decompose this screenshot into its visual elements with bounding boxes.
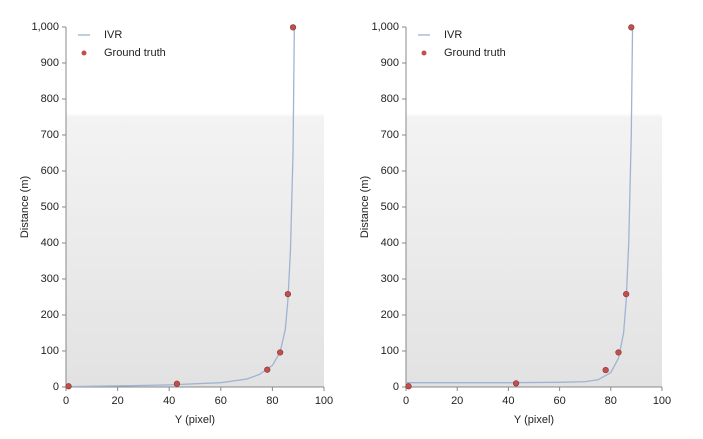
y-tick-label: 900: [41, 57, 59, 69]
y-tick-label: 1,000: [371, 21, 399, 33]
y-tick-label: 100: [41, 345, 59, 357]
y-tick-label: 600: [381, 165, 399, 177]
y-tick-label: 700: [41, 129, 59, 141]
ivr-line: [65, 26, 295, 388]
x-tick-label: 0: [63, 395, 69, 407]
y-tick-label: 200: [41, 309, 59, 321]
x-axis-label: Y (pixel): [514, 414, 554, 426]
y-tick-label: 400: [41, 237, 59, 249]
y-tick-label: 900: [381, 57, 399, 69]
y-tick-label: 700: [381, 129, 399, 141]
legend-label: IVR: [444, 29, 462, 41]
y-tick-label: 1,000: [31, 21, 59, 33]
y-tick-label: 500: [381, 201, 399, 213]
plot-area: [406, 27, 662, 387]
ground-truth-point: [602, 366, 609, 374]
x-axis-label: Y (pixel): [175, 414, 215, 426]
x-tick-label: 100: [653, 395, 671, 407]
x-tick-label: 100: [315, 395, 333, 407]
ground-truth-point: [65, 383, 72, 390]
y-tick-label: 800: [41, 93, 59, 105]
x-tick-label: 60: [215, 395, 227, 407]
y-tick-label: 0: [53, 381, 59, 393]
ground-truth-point: [512, 380, 520, 387]
y-tick-label: 100: [381, 345, 399, 357]
y-tick-label: 0: [393, 381, 399, 393]
y-tick-label: 300: [41, 273, 59, 285]
x-tick-label: 40: [163, 395, 175, 407]
ground-truth-point: [623, 291, 630, 298]
y-tick-label: 600: [41, 165, 59, 177]
ground-truth-point: [615, 349, 622, 356]
x-tick-label: 20: [451, 395, 463, 407]
y-tick-label: 400: [381, 237, 399, 249]
x-tick-label: 60: [553, 395, 565, 407]
legend-label: Ground truth: [104, 47, 166, 59]
y-tick-label: 200: [381, 309, 399, 321]
ground-truth-point: [173, 380, 181, 387]
ground-truth-point: [284, 291, 291, 298]
ground-truth-point: [289, 24, 297, 31]
y-tick-label: 500: [41, 201, 59, 213]
x-tick-label: 0: [403, 395, 409, 407]
y-axis-label: Distance (m): [359, 176, 371, 238]
plot-area: [66, 27, 324, 387]
x-tick-label: 80: [605, 395, 617, 407]
y-axis-label: Distance (m): [19, 176, 31, 238]
x-tick-label: 80: [266, 395, 278, 407]
legend-label: Ground truth: [444, 47, 506, 59]
legend-label: IVR: [104, 29, 122, 41]
ground-truth-point: [264, 366, 271, 373]
y-tick-label: 300: [381, 273, 399, 285]
ground-truth-point: [405, 383, 412, 390]
ground-truth-point: [628, 24, 635, 31]
y-tick-label: 800: [381, 93, 399, 105]
x-tick-label: 20: [111, 395, 123, 407]
legend-swatch: [421, 50, 427, 56]
x-tick-label: 40: [502, 395, 514, 407]
ivr-line: [406, 26, 634, 384]
legend-swatch: [81, 50, 87, 56]
ground-truth-point: [277, 349, 284, 356]
